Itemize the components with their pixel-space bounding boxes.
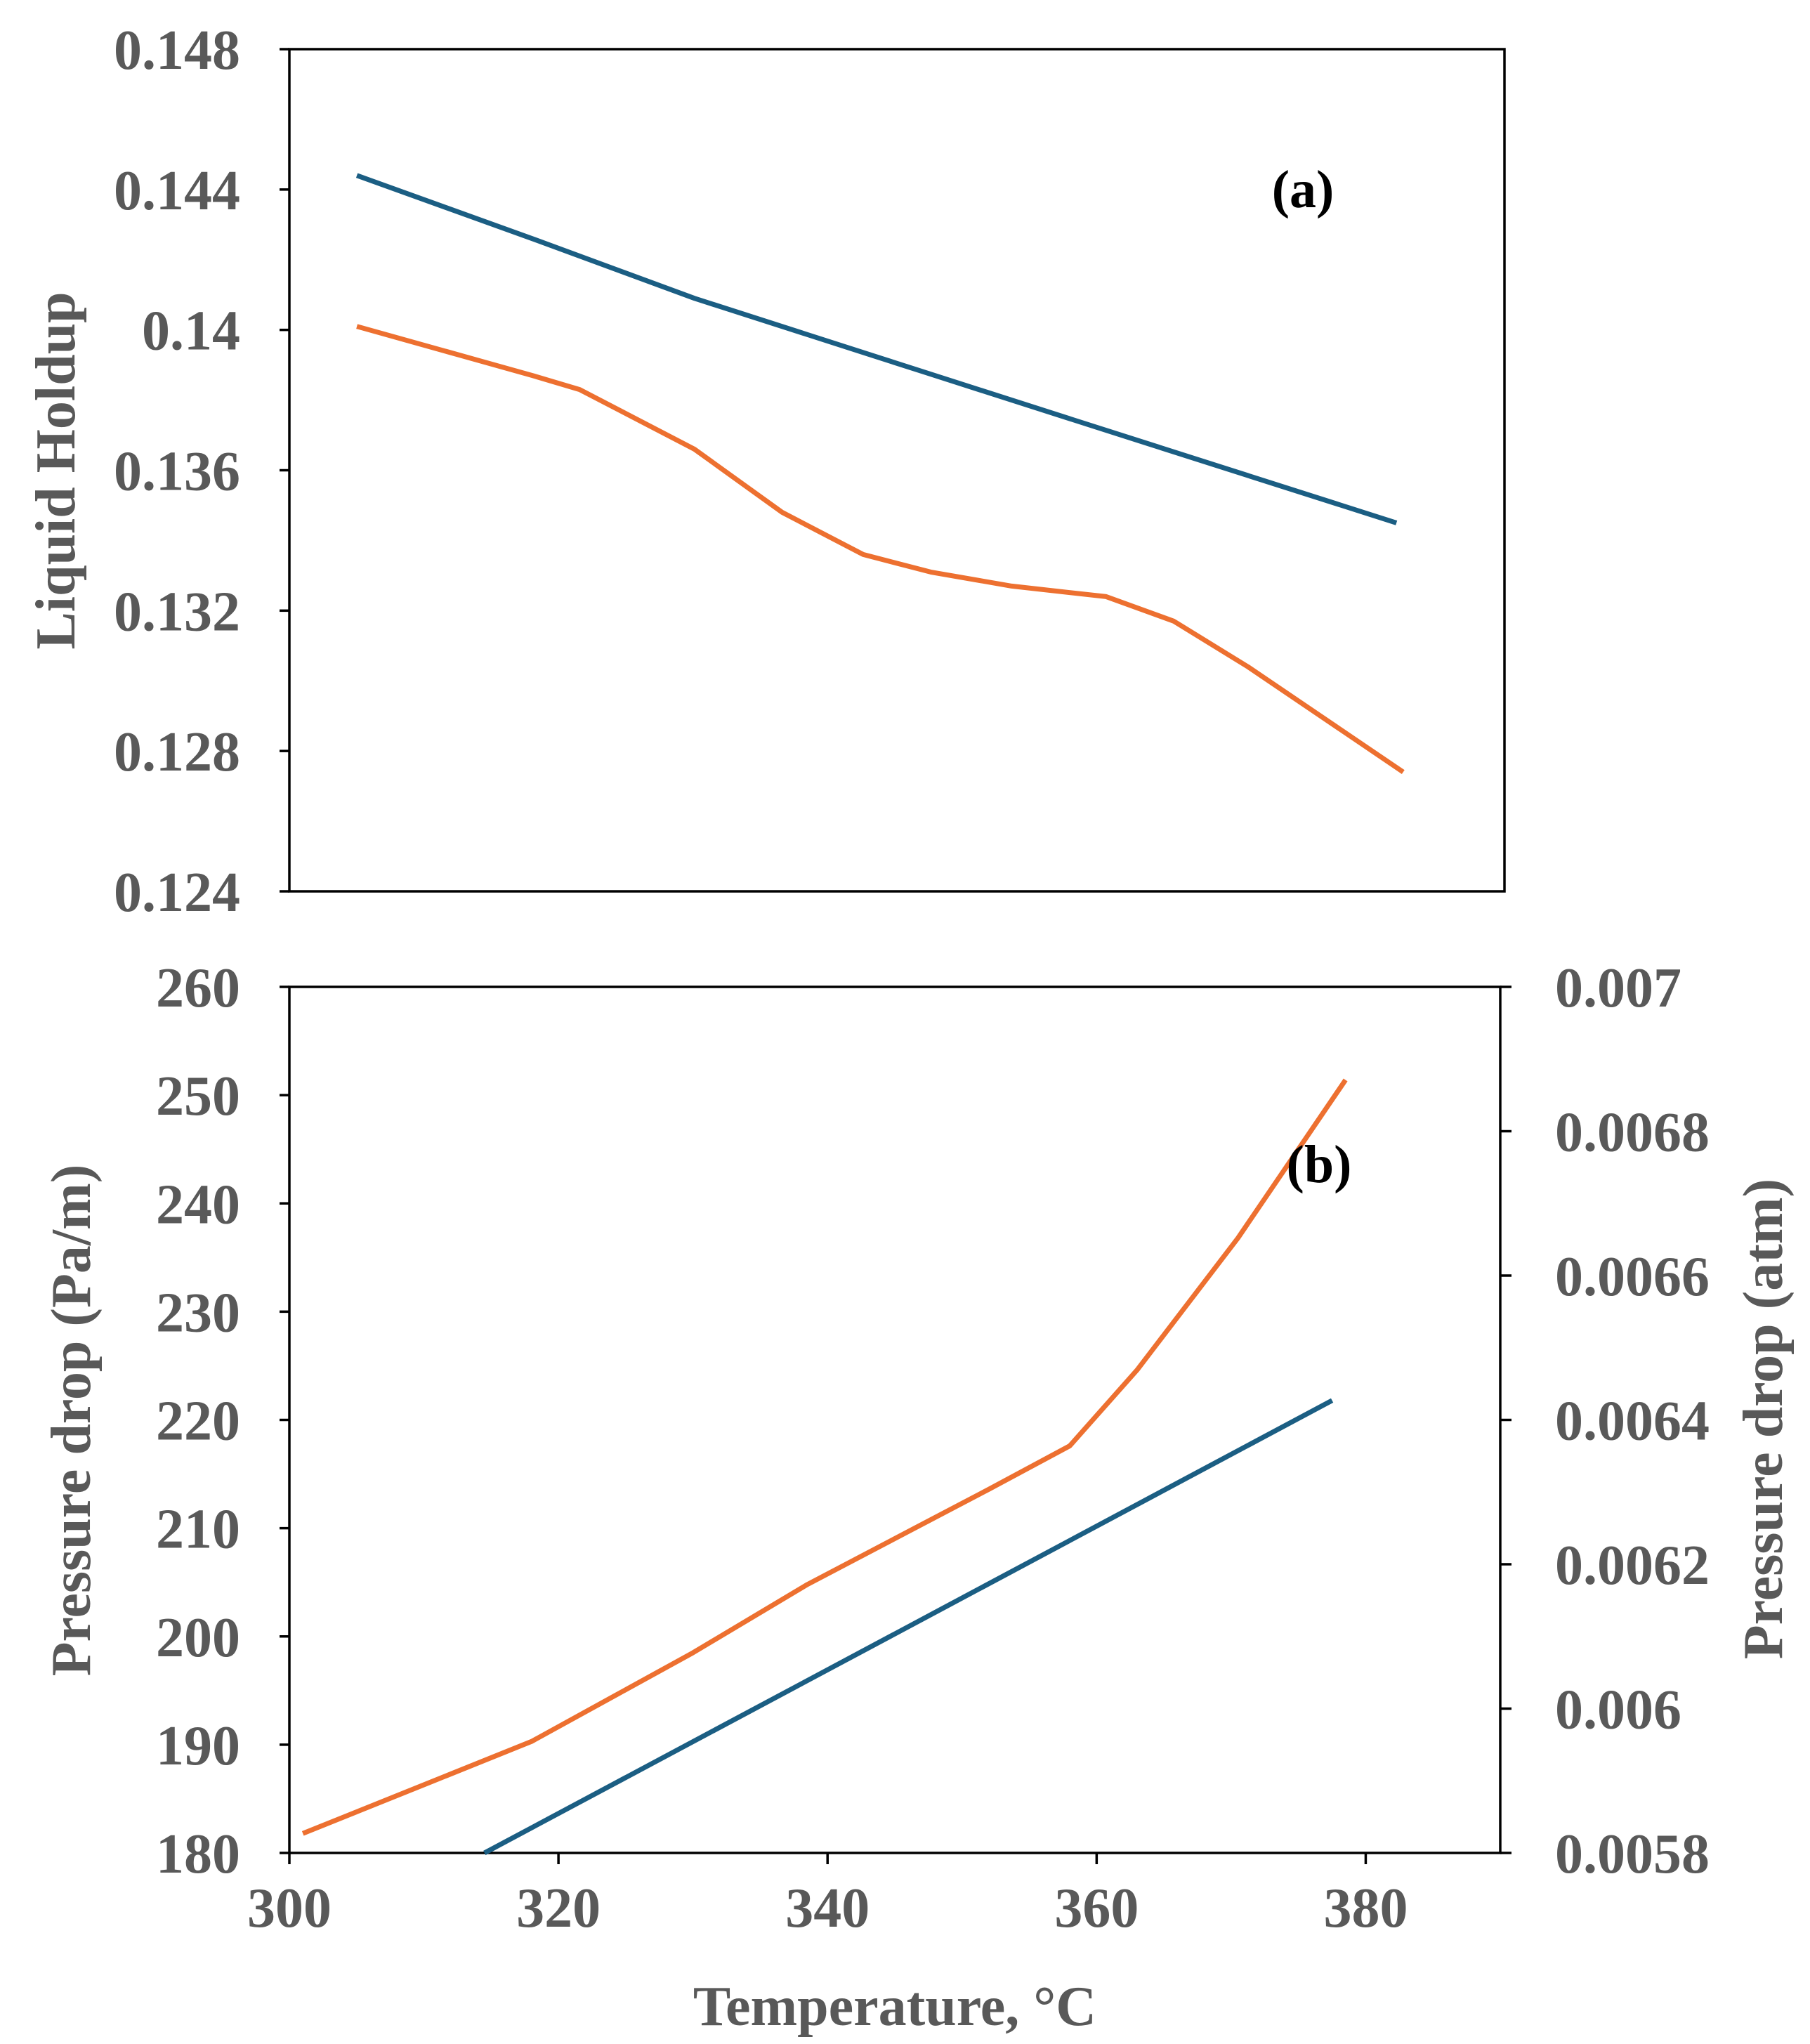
panel-a-liquid-holdup: 0.124 0.128 0.132 0.136 0.14 0.144 0.148 Liqui…	[25, 20, 1506, 924]
panel-a-y-axis-title: Liquid Holdup	[25, 291, 87, 649]
panel-a-y-tick-label: 0.144	[114, 160, 240, 222]
panel-b-right-y-tick-label: 0.0058	[1555, 1823, 1710, 1885]
panel-b-left-y-tick-label: 250	[156, 1066, 240, 1127]
panel-b-left-y-axis-ticks: 180 190 200 210 220 230 240 250 260	[156, 957, 289, 1885]
panel-b-x-axis-ticks: 300 320 340 360 380	[247, 1853, 1408, 1939]
panel-a-y-tick-label: 0.132	[114, 581, 240, 643]
panel-b-right-y-tick-label: 0.0064	[1555, 1391, 1710, 1453]
panel-b-left-y-tick-label: 240	[156, 1174, 240, 1236]
panel-b-x-tick-label: 380	[1323, 1878, 1408, 1939]
panel-a-label: (a)	[1272, 160, 1334, 219]
panel-a-y-tick-label: 0.124	[114, 862, 240, 924]
panel-a-series	[355, 173, 1405, 774]
panel-b-right-y-axis-ticks: 0.0058 0.006 0.0062 0.0064 0.0066 0.0068 0.007	[1500, 957, 1710, 1885]
panel-b-left-y-tick-label: 220	[156, 1391, 240, 1453]
panel-b-left-y-tick-label: 230	[156, 1282, 240, 1344]
panel-b-left-y-tick-label: 210	[156, 1499, 240, 1561]
panel-a-series-2-line	[356, 324, 1405, 774]
panel-b-right-y-tick-label: 0.0066	[1555, 1246, 1710, 1308]
panel-b-label: (b)	[1287, 1135, 1352, 1194]
panel-a-y-tick-label: 0.136	[114, 441, 240, 503]
panel-b-series-1-line	[483, 1398, 1334, 1856]
panel-b-x-tick-label: 320	[516, 1878, 601, 1939]
panel-a-y-tick-label: 0.128	[114, 721, 240, 783]
panel-b-left-y-tick-label: 180	[156, 1823, 240, 1885]
panel-b-x-tick-label: 300	[247, 1878, 332, 1939]
panel-b-left-y-tick-label: 260	[156, 957, 240, 1019]
panel-b-left-y-tick-label: 190	[156, 1715, 240, 1777]
panel-a-y-tick-label: 0.148	[114, 20, 240, 81]
panel-b-right-y-tick-label: 0.0068	[1555, 1102, 1710, 1164]
panel-a-y-axis-ticks: 0.124 0.128 0.132 0.136 0.14 0.144 0.148	[114, 20, 289, 924]
panel-b-series-2-line	[301, 1078, 1348, 1836]
panel-a-series-1-line	[355, 173, 1398, 525]
panel-b-x-tick-label: 340	[785, 1878, 870, 1939]
panel-b-series	[301, 1078, 1348, 1856]
panel-b-right-y-tick-label: 0.0062	[1555, 1535, 1710, 1597]
panel-b-x-tick-label: 360	[1054, 1878, 1139, 1939]
panel-b-left-y-axis-title: Pressure drop (Pa/m)	[41, 1165, 103, 1677]
panel-a-y-tick-label: 0.14	[142, 301, 240, 362]
panel-b-right-y-tick-label: 0.006	[1555, 1679, 1681, 1741]
panel-b-right-y-axis-title: Pressure drop (atm)	[1733, 1179, 1795, 1659]
panel-b-left-y-tick-label: 200	[156, 1607, 240, 1669]
panel-b-right-y-tick-label: 0.007	[1555, 957, 1681, 1019]
panel-b-x-axis-title: Temperature, °C	[693, 1976, 1096, 2038]
